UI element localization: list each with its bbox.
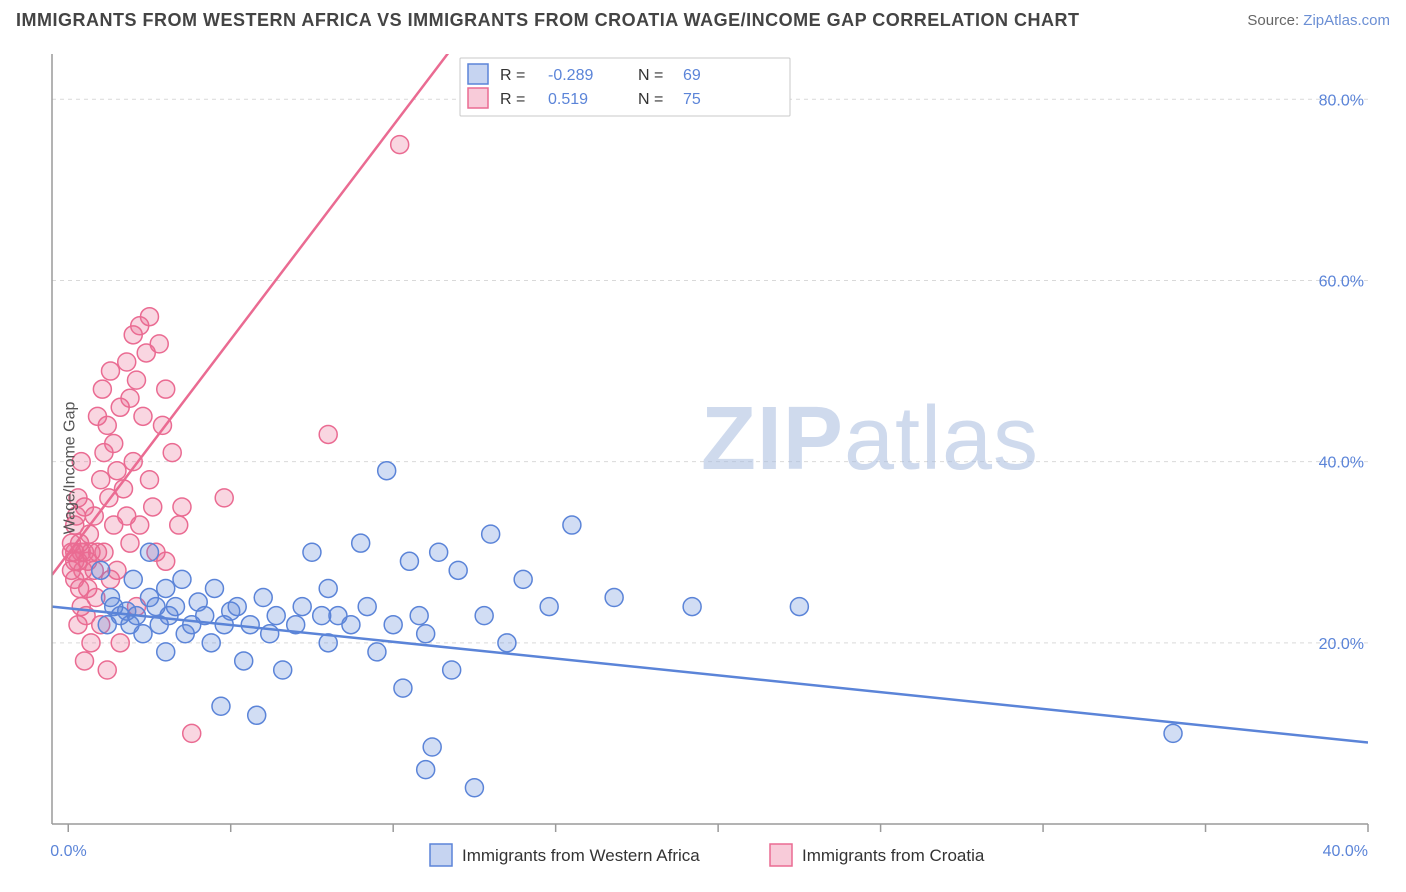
- svg-text:N =: N =: [638, 91, 663, 108]
- source-link[interactable]: ZipAtlas.com: [1303, 12, 1390, 29]
- svg-text:75: 75: [683, 91, 701, 108]
- svg-text:0.0%: 0.0%: [50, 843, 86, 860]
- svg-text:40.0%: 40.0%: [1319, 455, 1364, 472]
- chart-title: IMMIGRANTS FROM WESTERN AFRICA VS IMMIGR…: [16, 10, 1079, 30]
- correlation-scatter-chart: ZIPatlas 20.0% 40.0% 60.0% 80.0% 0.0% 40.0% R =…: [0, 44, 1406, 892]
- svg-text:60.0%: 60.0%: [1319, 273, 1364, 290]
- source-label: Source:: [1247, 12, 1303, 29]
- svg-text:0.519: 0.519: [548, 91, 588, 108]
- source-credit: Source: ZipAtlas.com: [1247, 12, 1390, 29]
- svg-text:40.0%: 40.0%: [1323, 843, 1368, 860]
- svg-text:-0.289: -0.289: [548, 67, 593, 84]
- svg-text:R =: R =: [500, 67, 525, 84]
- svg-text:69: 69: [683, 67, 701, 84]
- svg-text:ZIPatlas: ZIPatlas: [701, 389, 1039, 489]
- svg-text:80.0%: 80.0%: [1319, 92, 1364, 109]
- svg-text:N =: N =: [638, 67, 663, 84]
- svg-text:R =: R =: [500, 91, 525, 108]
- svg-text:Immigrants from Croatia: Immigrants from Croatia: [802, 846, 985, 865]
- y-axis-label: Wage/Income Gap: [61, 402, 79, 535]
- svg-text:Immigrants from Western Africa: Immigrants from Western Africa: [462, 846, 700, 865]
- svg-text:20.0%: 20.0%: [1319, 636, 1364, 653]
